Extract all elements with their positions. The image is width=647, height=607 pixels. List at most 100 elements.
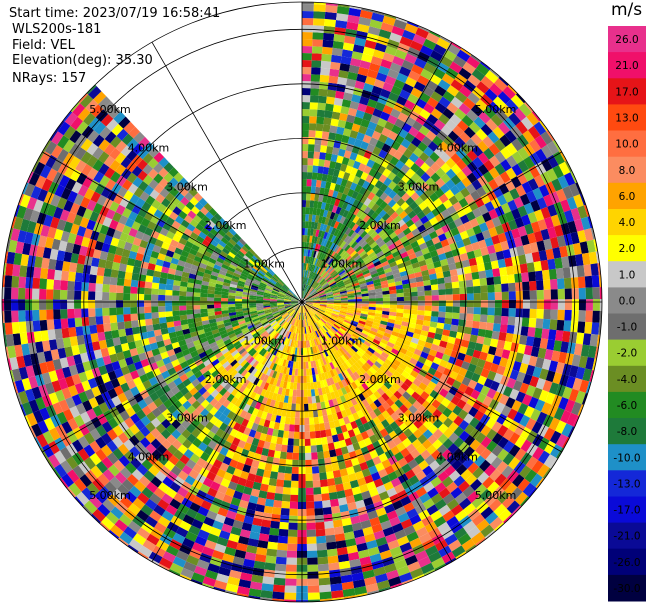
velocity-gate — [567, 220, 578, 234]
velocity-gate — [575, 390, 586, 405]
velocity-gate — [284, 466, 293, 474]
velocity-gate — [422, 274, 431, 282]
velocity-gate — [346, 288, 354, 293]
velocity-gate — [379, 323, 387, 329]
velocity-gate — [361, 303, 369, 307]
velocity-gate — [454, 136, 466, 149]
velocity-gate — [375, 297, 383, 302]
velocity-gate — [348, 64, 360, 74]
velocity-gate — [435, 167, 446, 178]
velocity-gate — [526, 190, 537, 203]
velocity-gate — [528, 271, 536, 282]
velocity-gate — [446, 205, 457, 215]
velocity-gate — [437, 277, 445, 285]
velocity-gate — [393, 215, 403, 224]
velocity-gate — [458, 67, 472, 80]
velocity-gate — [303, 291, 305, 299]
velocity-gate — [88, 316, 97, 326]
velocity-gate — [302, 228, 305, 236]
velocity-gate — [304, 292, 309, 299]
velocity-gate — [304, 228, 308, 236]
velocity-gate — [477, 140, 489, 153]
velocity-gate — [591, 322, 600, 335]
velocity-gate — [344, 282, 353, 288]
velocity-gate — [378, 174, 388, 184]
velocity-gate — [333, 221, 340, 229]
velocity-gate — [522, 299, 530, 309]
velocity-gate — [125, 327, 134, 336]
velocity-gate — [312, 480, 321, 488]
velocity-gate — [333, 213, 339, 221]
velocity-gate — [536, 309, 544, 319]
velocity-gate — [539, 338, 549, 349]
velocity-gate — [313, 200, 319, 209]
velocity-gate — [398, 247, 407, 255]
velocity-gate — [287, 543, 298, 551]
velocity-gate — [438, 193, 449, 204]
velocity-gate — [414, 219, 424, 228]
velocity-gate — [305, 295, 311, 300]
velocity-gate — [410, 162, 421, 173]
velocity-gate — [348, 197, 356, 206]
velocity-gate — [443, 276, 452, 284]
velocity-gate — [425, 177, 436, 188]
velocity-gate — [293, 438, 300, 446]
velocity-gate — [443, 323, 452, 331]
velocity-gate — [394, 118, 405, 129]
velocity-gate — [399, 235, 409, 244]
velocity-gate — [314, 284, 321, 290]
velocity-gate — [318, 577, 331, 586]
velocity-gate — [476, 186, 487, 198]
velocity-gate — [533, 230, 544, 243]
velocity-gate — [323, 255, 329, 263]
velocity-gate — [495, 224, 505, 235]
velocity-gate — [466, 313, 474, 321]
velocity-gate — [315, 274, 321, 282]
velocity-gate — [592, 287, 600, 300]
velocity-gate — [516, 371, 526, 383]
velocity-gate — [450, 211, 460, 221]
velocity-gate — [347, 71, 358, 81]
velocity-gate — [420, 68, 433, 80]
velocity-gate — [336, 126, 345, 135]
velocity-gate — [364, 275, 372, 281]
velocity-gate — [449, 269, 458, 277]
velocity-gate — [379, 192, 389, 201]
velocity-gate — [316, 222, 322, 231]
velocity-gate — [498, 183, 510, 195]
velocity-gate — [371, 12, 385, 23]
velocity-gate — [463, 97, 476, 110]
velocity-gate — [327, 82, 338, 91]
velocity-gate — [313, 300, 320, 302]
velocity-gate — [345, 143, 354, 152]
velocity-gate — [423, 102, 435, 114]
velocity-gate — [503, 191, 514, 203]
velocity-gate — [396, 292, 404, 298]
velocity-gate — [514, 317, 523, 327]
velocity-gate — [449, 113, 462, 126]
velocity-gate — [357, 228, 365, 236]
velocity-gate — [306, 536, 317, 544]
velocity-gate — [493, 242, 503, 253]
velocity-gate — [545, 370, 556, 383]
velocity-gate — [450, 153, 462, 164]
velocity-gate — [357, 275, 365, 281]
velocity-gate — [333, 245, 340, 253]
velocity-gate — [535, 378, 546, 390]
velocity-gate — [370, 231, 378, 239]
velocity-gate — [409, 314, 418, 320]
velocity-gate — [482, 135, 494, 148]
velocity-gate — [347, 14, 360, 24]
velocity-gate — [381, 283, 389, 289]
velocity-gate — [499, 134, 512, 147]
velocity-gate — [521, 354, 531, 365]
velocity-gate — [399, 89, 411, 100]
velocity-gate — [376, 266, 384, 273]
velocity-gate — [330, 283, 338, 289]
velocity-gate — [443, 49, 457, 62]
velocity-gate — [298, 361, 301, 369]
velocity-gate — [311, 250, 315, 258]
velocity-gate — [548, 268, 557, 280]
velocity-gate — [420, 215, 430, 225]
velocity-gate — [319, 269, 324, 276]
